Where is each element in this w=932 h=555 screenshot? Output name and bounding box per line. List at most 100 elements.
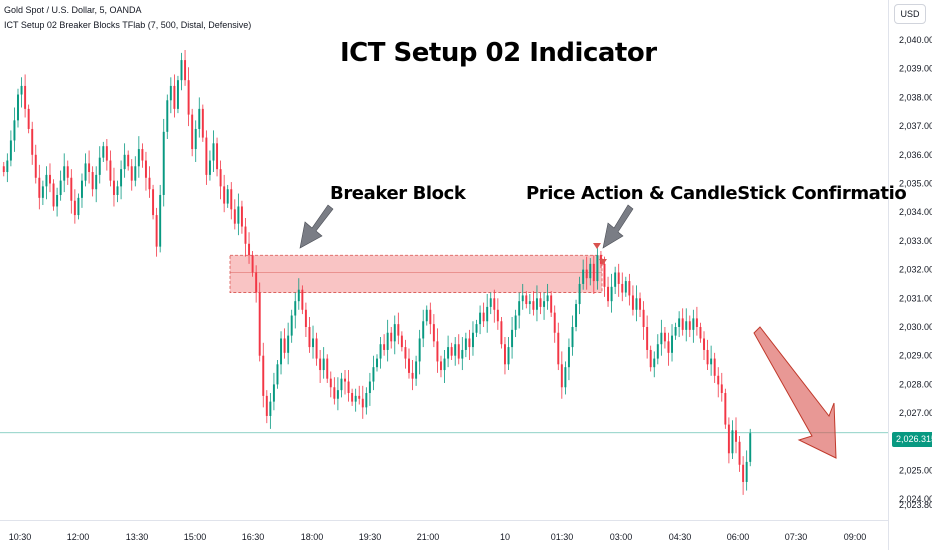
candle-body bbox=[720, 384, 723, 394]
y-tick-label: 2,024.000 bbox=[899, 494, 932, 504]
candle-body bbox=[546, 295, 549, 302]
candle bbox=[368, 372, 371, 406]
candle-body bbox=[617, 272, 620, 284]
candle bbox=[560, 351, 563, 399]
candle bbox=[91, 166, 94, 197]
candle-body bbox=[137, 149, 140, 167]
candle-body bbox=[393, 324, 396, 342]
candle-body bbox=[88, 163, 91, 173]
candle bbox=[418, 329, 421, 375]
candle-body bbox=[155, 215, 158, 247]
candle-body bbox=[560, 364, 563, 388]
candle bbox=[240, 200, 243, 234]
candle bbox=[130, 159, 133, 191]
candle bbox=[688, 315, 691, 338]
candle bbox=[383, 334, 386, 356]
candle bbox=[322, 347, 325, 379]
candle bbox=[461, 337, 464, 371]
candle-body bbox=[95, 174, 98, 190]
candle bbox=[521, 283, 524, 310]
candle-body bbox=[123, 154, 126, 170]
candle-body bbox=[344, 378, 346, 382]
candle-body bbox=[276, 364, 279, 385]
candle bbox=[20, 77, 23, 108]
indicator-legend[interactable]: ICT Setup 02 Breaker Blocks TFlab (7, 50… bbox=[4, 20, 252, 30]
candle-body bbox=[269, 401, 272, 416]
candle-body bbox=[386, 332, 389, 350]
candle-body bbox=[507, 347, 510, 365]
candle-body bbox=[592, 263, 595, 282]
candle bbox=[596, 243, 599, 290]
candle-body bbox=[457, 344, 460, 359]
candle bbox=[379, 337, 382, 369]
candle bbox=[475, 319, 478, 338]
candle-body bbox=[265, 395, 268, 416]
candle bbox=[685, 308, 688, 342]
candle bbox=[624, 276, 627, 297]
candle bbox=[454, 337, 457, 366]
candle bbox=[56, 187, 59, 217]
candle bbox=[297, 278, 300, 310]
candle-body bbox=[262, 355, 265, 396]
candle bbox=[304, 302, 307, 338]
candle bbox=[432, 314, 435, 348]
candle bbox=[450, 342, 453, 361]
candle-body bbox=[297, 289, 300, 302]
candle-body bbox=[425, 309, 428, 322]
candle-body bbox=[703, 338, 705, 350]
candle bbox=[251, 250, 254, 277]
candle-body bbox=[66, 166, 69, 178]
y-tick-label: 2,036.000 bbox=[899, 150, 932, 160]
candle bbox=[98, 146, 101, 184]
candle-body bbox=[496, 309, 499, 322]
candle-body bbox=[91, 172, 94, 190]
candle bbox=[148, 166, 151, 198]
candle bbox=[503, 337, 506, 375]
candle-body bbox=[329, 378, 332, 388]
candle-body bbox=[564, 367, 567, 388]
currency-button[interactable]: USD bbox=[894, 4, 926, 24]
candle-body bbox=[535, 298, 538, 310]
candle bbox=[571, 315, 574, 356]
candle-body bbox=[244, 226, 247, 244]
candle bbox=[678, 311, 681, 338]
candle-body bbox=[471, 332, 474, 348]
candle-body bbox=[194, 128, 197, 150]
candle-body bbox=[674, 327, 677, 336]
candle bbox=[692, 309, 695, 343]
candle-body bbox=[415, 361, 418, 379]
candle bbox=[24, 74, 27, 118]
candle bbox=[717, 367, 720, 398]
candle-body bbox=[571, 327, 574, 348]
price-action-label: Price Action & CandleStick Confirmatio bbox=[526, 183, 907, 204]
y-tick-label: 2,027.000 bbox=[899, 408, 932, 418]
candle-body bbox=[525, 295, 528, 305]
candle bbox=[749, 428, 752, 467]
candle-body bbox=[383, 344, 386, 350]
candle-body bbox=[678, 318, 681, 327]
candle-body bbox=[187, 80, 190, 115]
candle bbox=[710, 345, 713, 376]
candle-body bbox=[429, 309, 432, 325]
candle bbox=[134, 156, 137, 187]
candle bbox=[735, 417, 737, 454]
candle bbox=[176, 75, 179, 114]
candle bbox=[479, 305, 482, 335]
candle-body bbox=[319, 358, 322, 371]
x-tick-label: 07:30 bbox=[785, 532, 808, 542]
symbol-legend[interactable]: Gold Spot / U.S. Dollar, 5, OANDA bbox=[4, 5, 142, 15]
candle-body bbox=[73, 200, 76, 216]
candle bbox=[482, 302, 485, 327]
candle-body bbox=[290, 315, 293, 336]
candle-body bbox=[578, 283, 581, 305]
candle bbox=[194, 120, 197, 162]
candle bbox=[738, 436, 741, 472]
candle-body bbox=[361, 398, 364, 408]
candle-body bbox=[408, 358, 410, 373]
candle-body bbox=[688, 321, 691, 330]
candle bbox=[73, 189, 76, 224]
candle-body bbox=[208, 160, 211, 175]
candle bbox=[589, 258, 592, 286]
